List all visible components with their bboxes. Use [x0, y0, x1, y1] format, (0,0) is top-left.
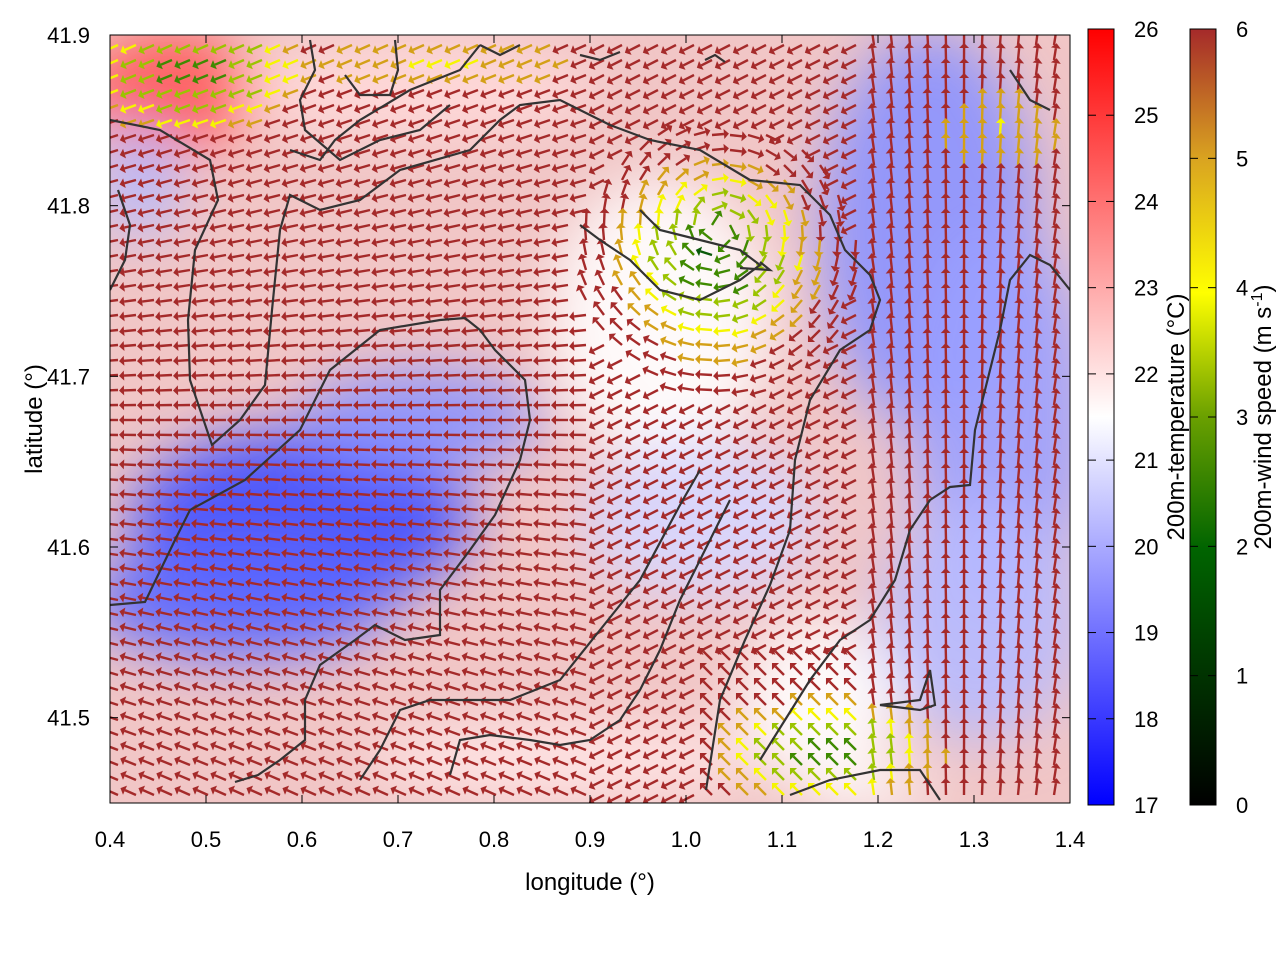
x-axis-title: longitude (°) [525, 869, 655, 896]
x-tick-label: 1.1 [767, 827, 798, 852]
coastline-line [289, 44, 481, 162]
colorbar-tick-label: 6 [1236, 17, 1248, 42]
coastline-line [110, 189, 132, 291]
coastline-line [359, 469, 701, 781]
x-tick-label: 0.6 [287, 827, 318, 852]
x-tick-label: 0.4 [95, 827, 126, 852]
colorbar-tick-label: 17 [1134, 793, 1158, 818]
colorbar-tick-label: 3 [1236, 405, 1248, 430]
coastline-line [110, 98, 882, 791]
x-tick-label: 1.3 [959, 827, 990, 852]
colorbar-tick-label: 25 [1134, 103, 1158, 128]
coastline-line [579, 50, 621, 62]
coastline-line [110, 316, 532, 784]
colorbar-tick-label: 1 [1236, 664, 1248, 689]
coastline-line [479, 44, 521, 57]
coastline-contours [110, 39, 1070, 801]
y-tick-label: 41.6 [47, 535, 90, 560]
coastline-line [704, 53, 726, 63]
x-tick-label: 1.2 [863, 827, 894, 852]
coastline-line [298, 39, 451, 162]
colorbar-tick-label: 23 [1134, 276, 1158, 301]
coastline-line [344, 39, 400, 97]
y-tick-label: 41.7 [47, 364, 90, 389]
wind-colorbar: 0 1 2 3 4 5 6 200m-wind speed (m s-1) [1189, 17, 1277, 818]
colorbar-tick-label: 26 [1134, 17, 1158, 42]
y-axis: 41.5 41.6 41.7 41.8 41.9 [47, 23, 1070, 731]
temperature-colorbar-gradient [1087, 28, 1115, 806]
coastline-line [448, 499, 731, 776]
coastline-line [789, 768, 941, 801]
wind-vector-field [110, 35, 1061, 803]
temperature-colorbar-label: 200m-temperature (°C) [1163, 293, 1190, 540]
y-axis-title: latitude (°) [21, 364, 48, 474]
colorbar-tick-label: 0 [1236, 793, 1248, 818]
x-axis: 0.4 0.5 0.6 0.7 0.8 0.9 1.0 1.1 1.2 1.3 1.4 [95, 35, 1086, 852]
y-tick-label: 41.9 [47, 23, 90, 48]
coastline-line [879, 669, 937, 712]
x-tick-label: 0.9 [575, 827, 606, 852]
x-tick-label: 0.5 [191, 827, 222, 852]
x-tick-label: 0.8 [479, 827, 510, 852]
coastline-line [1009, 69, 1051, 111]
colorbar-tick-label: 20 [1134, 534, 1158, 559]
coastline-line [759, 253, 1070, 761]
x-tick-label: 1.0 [671, 827, 702, 852]
temperature-colorbar: 17 18 19 20 21 22 23 24 25 26 200m-temperature (°… [1087, 17, 1190, 818]
colorbar-tick-label: 22 [1134, 362, 1158, 387]
coastline-line [739, 261, 774, 272]
colorbar-tick-label: 21 [1134, 448, 1158, 473]
colorbar-tick-label: 2 [1236, 534, 1248, 559]
x-tick-label: 1.4 [1055, 827, 1086, 852]
colorbar-tick-label: 24 [1134, 189, 1158, 214]
y-tick-label: 41.8 [47, 194, 90, 219]
colorbar-tick-label: 18 [1134, 707, 1158, 732]
colorbar-tick-label: 4 [1236, 276, 1248, 301]
wind-colorbar-label: 200m-wind speed (m s-1) [1249, 285, 1277, 550]
colorbar-tick-label: 19 [1134, 621, 1158, 646]
x-tick-label: 0.7 [383, 827, 414, 852]
y-tick-label: 41.5 [47, 706, 90, 731]
coastline-line [579, 209, 762, 302]
colorbar-tick-label: 5 [1236, 146, 1248, 171]
